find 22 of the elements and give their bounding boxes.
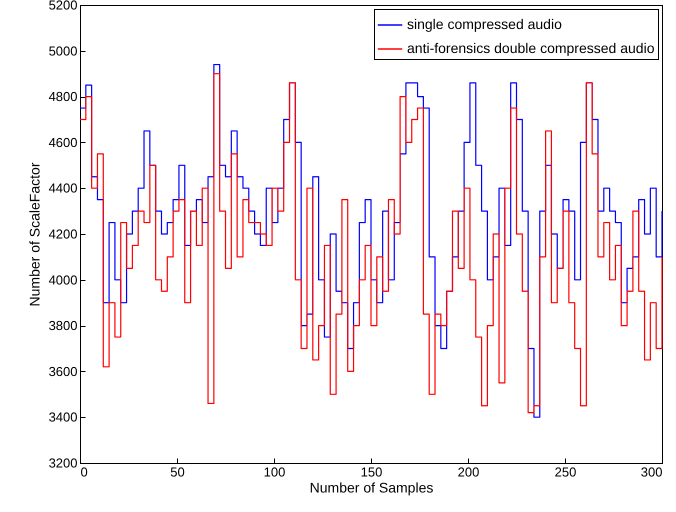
y-tick-label: 4600 xyxy=(48,134,78,150)
y-tick-label: 5000 xyxy=(48,43,78,58)
x-tick-label: 200 xyxy=(458,464,480,480)
x-tick-label: 50 xyxy=(170,464,185,480)
y-tick-label: 3400 xyxy=(48,410,78,425)
y-tick-label: 3200 xyxy=(48,456,78,470)
legend-label: anti-forensics double compressed audio xyxy=(407,40,655,56)
y-tick-label: 4200 xyxy=(48,226,78,242)
legend-label: single compressed audio xyxy=(407,16,562,32)
x-tick-label: 300 xyxy=(640,464,662,480)
y-tick-label: 3600 xyxy=(48,364,78,379)
x-tick-label: 0 xyxy=(80,464,88,480)
y-tick-label: 4000 xyxy=(48,272,78,288)
x-tick-label: 250 xyxy=(554,464,576,480)
x-tick-label: 150 xyxy=(360,464,382,480)
y-tick-label: 4400 xyxy=(48,180,78,196)
x-axis-title: Number of Samples xyxy=(310,480,434,496)
y-tick-label: 5200 xyxy=(48,0,78,12)
y-tick-label: 3800 xyxy=(48,318,78,334)
y-axis-title: Number of ScaleFactor xyxy=(26,162,43,306)
y-tick-label: 4800 xyxy=(48,89,78,104)
x-tick-label: 100 xyxy=(264,464,286,480)
